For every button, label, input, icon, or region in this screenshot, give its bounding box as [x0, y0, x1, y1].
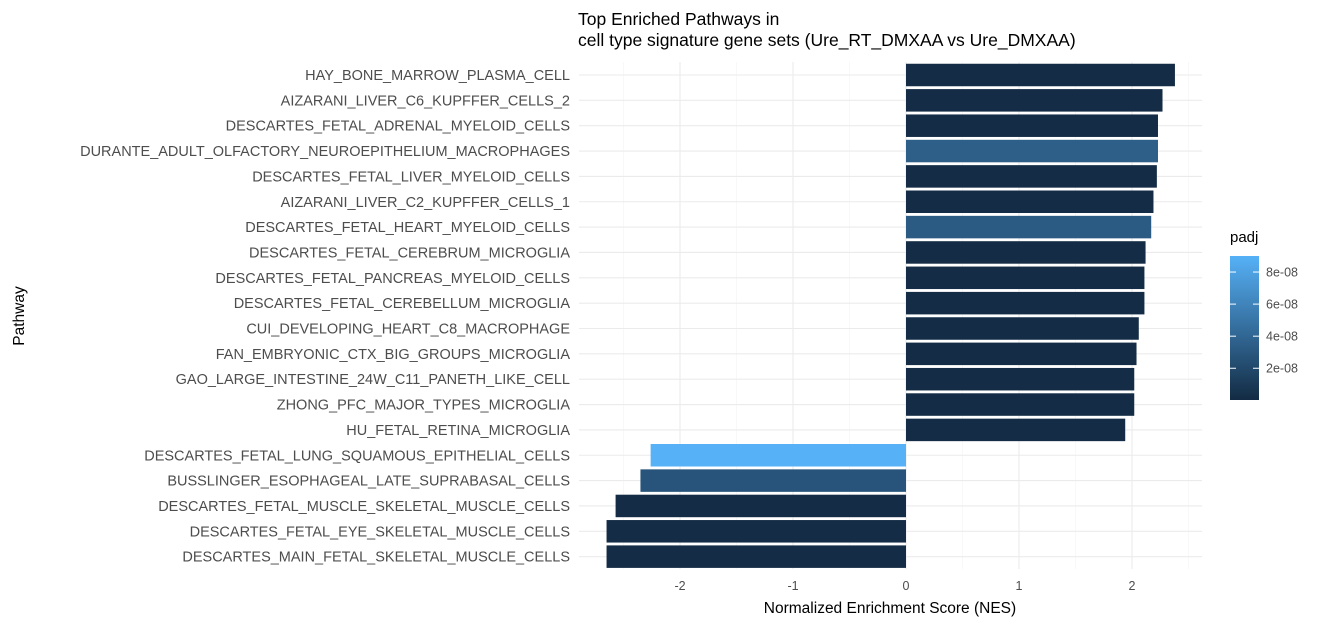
legend-tick-label: 2e-08 — [1266, 362, 1298, 376]
bar — [606, 520, 906, 543]
bar — [606, 545, 906, 568]
chart-title-line-2: cell type signature gene sets (Ure_RT_DM… — [578, 30, 1076, 51]
y-tick-label: FAN_EMBRYONIC_CTX_BIG_GROUPS_MICROGLIA — [216, 347, 571, 363]
bar — [906, 266, 1145, 290]
x-axis-title: Normalized Enrichment Score (NES) — [764, 600, 1016, 617]
bar — [906, 139, 1158, 163]
y-tick-label: CUI_DEVELOPING_HEART_C8_MACROPHAGE — [246, 322, 570, 338]
legend: padj 2e-08 4e-08 6e-08 8e-08 — [1230, 229, 1298, 400]
bar — [906, 63, 1175, 87]
x-tick-label: -1 — [787, 579, 798, 593]
x-tick-label: 0 — [903, 579, 910, 593]
y-tick-label: GAO_LARGE_INTESTINE_24W_C11_PANETH_LIKE_… — [176, 372, 570, 388]
bar — [906, 418, 1126, 442]
y-tick-label: DESCARTES_FETAL_MUSCLE_SKELETAL_MUSCLE_C… — [158, 499, 570, 515]
y-tick-label: DESCARTES_FETAL_LIVER_MYELOID_CELLS — [252, 169, 570, 185]
y-tick-label: BUSSLINGER_ESOPHAGEAL_LATE_SUPRABASAL_CE… — [167, 474, 570, 490]
legend-colorbar — [1230, 256, 1259, 400]
bar — [906, 89, 1163, 112]
grid — [579, 62, 1202, 569]
legend-title: padj — [1230, 229, 1258, 246]
x-tick-label: 1 — [1016, 579, 1023, 593]
bar — [615, 494, 906, 518]
bar — [640, 469, 906, 492]
bar — [906, 367, 1135, 391]
y-tick-labels: HAY_BONE_MARROW_PLASMA_CELL AIZARANI_LIVE… — [80, 68, 570, 566]
bar — [906, 342, 1137, 366]
y-tick-label: DESCARTES_MAIN_FETAL_SKELETAL_MUSCLE_CEL… — [182, 550, 570, 566]
bar — [906, 114, 1158, 137]
y-tick-label: AIZARANI_LIVER_C6_KUPFFER_CELLS_2 — [281, 93, 570, 109]
y-tick-label: DURANTE_ADULT_OLFACTORY_NEUROEPITHELIUM_… — [80, 144, 570, 160]
y-tick-label: DESCARTES_FETAL_HEART_MYELOID_CELLS — [245, 220, 570, 236]
x-tick-labels: -2 -1 0 1 2 — [674, 579, 1135, 593]
y-tick-label: ZHONG_PFC_MAJOR_TYPES_MICROGLIA — [277, 398, 571, 414]
bar — [906, 190, 1154, 213]
y-tick-label: AIZARANI_LIVER_C2_KUPFFER_CELLS_1 — [281, 195, 570, 211]
y-tick-label: HAY_BONE_MARROW_PLASMA_CELL — [305, 68, 570, 84]
y-tick-label: DESCARTES_FETAL_EYE_SKELETAL_MUSCLE_CELL… — [190, 524, 570, 540]
legend-tick-label: 6e-08 — [1266, 298, 1298, 312]
y-tick-label: DESCARTES_FETAL_CEREBRUM_MICROGLIA — [249, 245, 570, 261]
x-tick-label: -2 — [674, 579, 685, 593]
legend-tick-label: 8e-08 — [1266, 266, 1298, 280]
bar — [906, 291, 1145, 315]
bars — [606, 63, 1175, 568]
chart-title-line-1: Top Enriched Pathways in — [578, 9, 779, 29]
y-tick-label: DESCARTES_FETAL_CEREBELLUM_MICROGLIA — [234, 296, 571, 312]
y-tick-label: HU_FETAL_RETINA_MICROGLIA — [346, 423, 570, 439]
bar — [906, 393, 1135, 416]
x-tick-label: 2 — [1129, 579, 1136, 593]
bar — [906, 241, 1146, 264]
bar — [906, 215, 1152, 239]
bar — [650, 444, 906, 467]
y-tick-label: DESCARTES_FETAL_PANCREAS_MYELOID_CELLS — [215, 271, 570, 287]
legend-ticks: 2e-08 4e-08 6e-08 8e-08 — [1230, 266, 1298, 376]
bar — [906, 165, 1157, 188]
y-tick-label: DESCARTES_FETAL_LUNG_SQUAMOUS_EPITHELIAL… — [144, 448, 570, 464]
legend-tick-label: 4e-08 — [1266, 330, 1298, 344]
y-axis-title: Pathway — [11, 286, 28, 346]
y-tick-label: DESCARTES_FETAL_ADRENAL_MYELOID_CELLS — [226, 119, 570, 135]
bar — [906, 317, 1139, 340]
